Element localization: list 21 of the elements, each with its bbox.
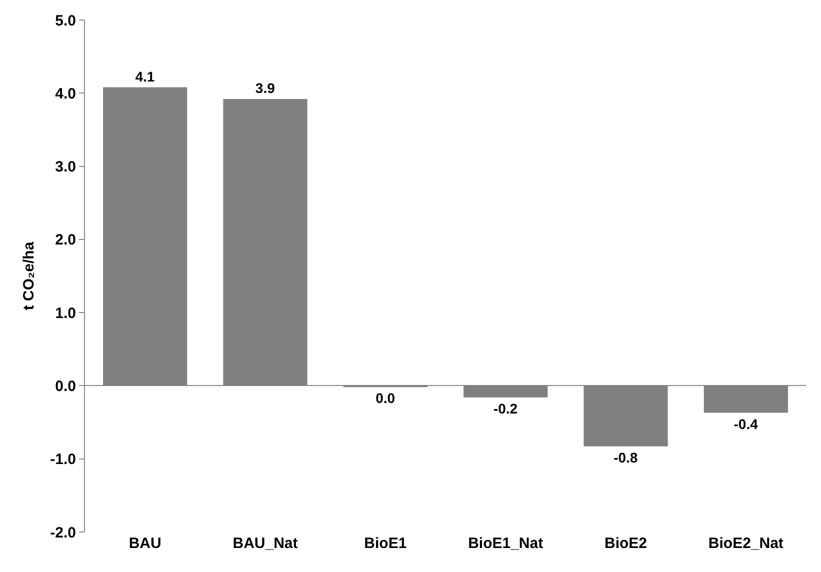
x-tick-label: BioE1 (364, 535, 407, 552)
x-tick-label: BAU (128, 535, 162, 552)
data-label: -0.8 (614, 449, 638, 466)
x-tick-label: BioE2_Nat (708, 535, 784, 552)
y-tick-label: 3.0 (55, 158, 76, 176)
y-tick-label: 4.0 (55, 85, 76, 102)
x-tick-label: BioE2 (604, 535, 648, 552)
y-tick-label: 5.0 (55, 12, 76, 30)
y-axis-title: t CO₂e/ha (20, 241, 38, 310)
y-tick-label: 0.0 (55, 378, 76, 395)
y-tick-label: -2.0 (50, 524, 76, 542)
x-tick-label: BioE1_Nat (468, 535, 544, 552)
data-label: -0.2 (493, 400, 518, 416)
data-label: 3.9 (255, 80, 276, 96)
data-label: -0.4 (734, 416, 758, 432)
data-label: 0.0 (376, 390, 396, 406)
y-tick-label: 1.0 (55, 304, 76, 322)
y-tick-label: 2.0 (55, 232, 76, 249)
data-label: 4.1 (135, 68, 155, 84)
y-tick-label: -1.0 (50, 451, 76, 468)
x-tick-label: BAU_Nat (232, 535, 298, 552)
